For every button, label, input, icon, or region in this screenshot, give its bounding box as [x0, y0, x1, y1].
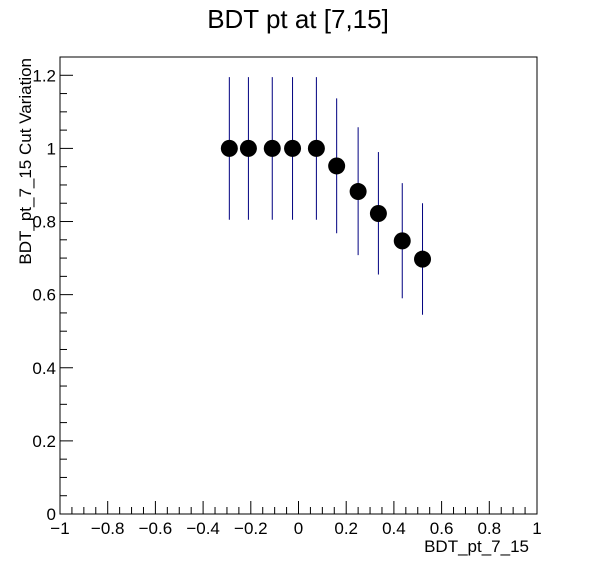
x-tick-label: 0.6	[430, 519, 454, 538]
error-bars	[228, 77, 424, 315]
y-tick-label: 0	[47, 505, 56, 524]
y-tick-label: 0.6	[32, 286, 56, 305]
y-tick-label: 0.2	[32, 432, 56, 451]
data-point	[328, 157, 346, 175]
y-tick-label: 1	[47, 139, 56, 158]
x-tick-label: 0.8	[477, 519, 501, 538]
x-tick-label: −1	[50, 519, 69, 538]
data-point	[263, 139, 281, 157]
y-tick-label: 1.2	[32, 66, 56, 85]
x-tick-label: −0.4	[186, 519, 220, 538]
data-point	[239, 139, 257, 157]
axis-ticks	[59, 56, 538, 515]
y-axis-label: BDT_pt_7_15 Cut Variation	[16, 58, 35, 265]
data-point	[284, 139, 302, 157]
data-point	[393, 232, 411, 250]
data-points	[220, 139, 432, 268]
data-point	[220, 139, 238, 157]
data-point	[369, 204, 387, 222]
plot-frame	[59, 56, 538, 515]
data-point	[414, 250, 432, 268]
x-tick-label: −0.2	[234, 519, 268, 538]
chart-title: BDT pt at [7,15]	[207, 4, 389, 34]
tick-labels: −1 −0.8 −0.6 −0.4 −0.2 0 0.2 0.4 0.6 0.8 1 0 0.2 0.4 0…	[32, 66, 541, 538]
x-axis-label: BDT_pt_7_15	[424, 537, 529, 556]
x-tick-label: 0.2	[334, 519, 358, 538]
y-tick-label: 0.8	[32, 213, 56, 232]
x-tick-label: 0	[294, 519, 303, 538]
data-point	[349, 183, 367, 201]
y-tick-label: 0.4	[32, 359, 56, 378]
x-tick-label: −0.8	[91, 519, 125, 538]
x-tick-label: 1	[532, 519, 541, 538]
x-tick-label: 0.4	[382, 519, 406, 538]
x-tick-label: −0.6	[139, 519, 173, 538]
data-point	[307, 139, 325, 157]
